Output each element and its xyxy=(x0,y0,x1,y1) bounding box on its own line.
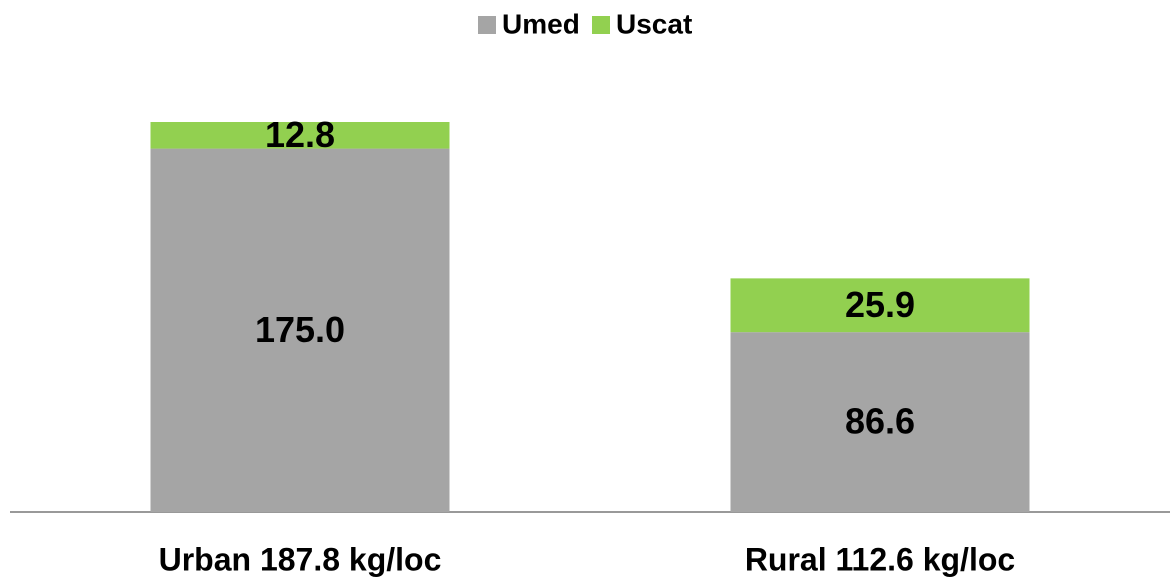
data-label: 12.8 xyxy=(265,114,335,155)
legend-label: Uscat xyxy=(616,8,692,39)
x-tick-label: Urban 187.8 kg/loc xyxy=(159,541,442,577)
data-label: 86.6 xyxy=(845,401,915,442)
bar-segment xyxy=(150,148,450,512)
legend-swatch xyxy=(592,16,610,34)
data-label: 175.0 xyxy=(255,309,345,350)
bar-segment xyxy=(730,278,1030,333)
bar-segment xyxy=(150,122,450,149)
bar-segment xyxy=(730,332,1030,512)
x-tick-label: Rural 112.6 kg/loc xyxy=(745,541,1015,577)
legend-swatch xyxy=(478,16,496,34)
legend-label: Umed xyxy=(502,8,580,39)
data-label: 25.9 xyxy=(845,284,915,325)
